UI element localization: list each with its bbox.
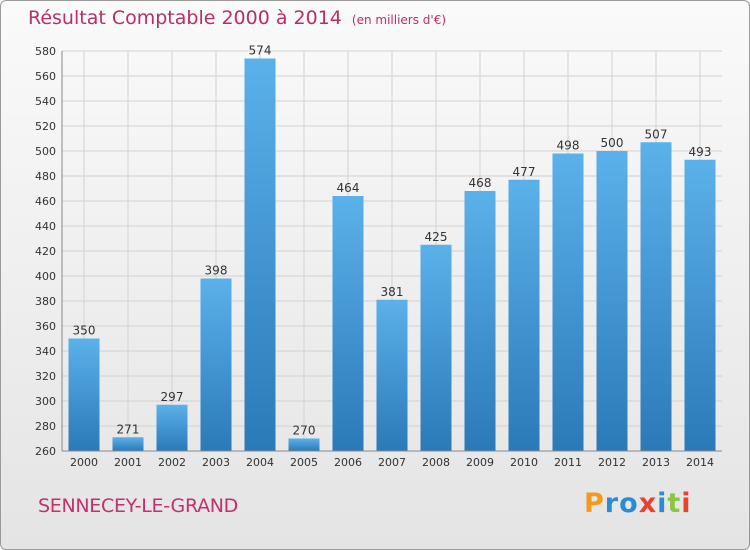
y-tick-label: 340: [35, 345, 56, 358]
value-label: 498: [557, 139, 580, 153]
value-label: 271: [117, 422, 140, 436]
bar-2004: [244, 58, 276, 451]
y-tick-label: 580: [35, 45, 56, 58]
bar-2003: [200, 278, 232, 451]
logo-letter: x: [638, 488, 658, 519]
y-tick-label: 540: [35, 95, 56, 108]
y-tick-label: 260: [35, 445, 56, 458]
value-label: 477: [513, 165, 536, 179]
value-label: 425: [425, 230, 448, 244]
y-tick-label: 560: [35, 70, 56, 83]
y-tick-label: 380: [35, 295, 56, 308]
y-tick-label: 360: [35, 320, 56, 333]
logo-letter: i: [657, 488, 668, 519]
y-tick-label: 420: [35, 245, 56, 258]
x-tick-label: 2005: [290, 456, 318, 469]
logo-letter: t: [667, 488, 682, 519]
commune-name: SENNECEY-LE-GRAND: [38, 495, 239, 517]
value-label: 507: [645, 127, 668, 141]
bar-2006: [332, 196, 364, 451]
value-label: 381: [381, 285, 404, 299]
logo-letter: i: [681, 488, 692, 519]
x-tick-label: 2002: [158, 456, 186, 469]
chart-title: Résultat Comptable 2000 à 2014 (en millie…: [28, 7, 447, 29]
y-tick-label: 280: [35, 420, 56, 433]
x-tick-label: 2000: [70, 456, 98, 469]
y-tick-label: 480: [35, 170, 56, 183]
x-tick-label: 2008: [422, 456, 450, 469]
x-tick-label: 2003: [202, 456, 230, 469]
x-tick-label: 2004: [246, 456, 274, 469]
x-tick-label: 2007: [378, 456, 406, 469]
bar-2010: [508, 179, 540, 451]
x-tick-label: 2014: [686, 456, 714, 469]
value-label: 297: [161, 390, 184, 404]
bar-2011: [552, 153, 584, 451]
bar-2001: [112, 437, 144, 451]
proxiti-logo: Proxiti: [584, 488, 692, 519]
logo-letter: r: [604, 488, 620, 519]
y-tick-label: 500: [35, 145, 56, 158]
value-label: 270: [293, 424, 316, 438]
value-label: 574: [249, 44, 272, 58]
bar-2013: [640, 142, 672, 451]
x-tick-label: 2001: [114, 456, 142, 469]
bar-2009: [464, 191, 496, 451]
value-label: 464: [337, 181, 360, 195]
bar-2012: [596, 151, 628, 451]
value-label: 350: [73, 324, 96, 338]
y-tick-label: 320: [35, 370, 56, 383]
logo-letter: P: [584, 488, 605, 519]
x-tick-label: 2010: [510, 456, 538, 469]
logo-letter: o: [619, 488, 639, 519]
value-label: 500: [601, 136, 624, 150]
x-tick-label: 2006: [334, 456, 362, 469]
y-tick-label: 520: [35, 120, 56, 133]
bar-2000: [68, 338, 100, 451]
chart-subtitle: (en milliers d'€): [351, 13, 447, 27]
value-label: 468: [469, 176, 492, 190]
value-label: 398: [205, 264, 228, 278]
bar-2007: [376, 299, 408, 451]
value-label: 493: [689, 145, 712, 159]
y-tick-label: 440: [35, 220, 56, 233]
bar-2002: [156, 404, 188, 451]
bar-2008: [420, 244, 452, 451]
x-tick-label: 2013: [642, 456, 670, 469]
y-tick-label: 460: [35, 195, 56, 208]
x-tick-label: 2012: [598, 456, 626, 469]
bar-2005: [288, 438, 320, 451]
x-tick-label: 2011: [554, 456, 582, 469]
y-tick-label: 300: [35, 395, 56, 408]
y-tick-label: 400: [35, 270, 56, 283]
bar-2014: [684, 159, 716, 451]
x-tick-label: 2009: [466, 456, 494, 469]
